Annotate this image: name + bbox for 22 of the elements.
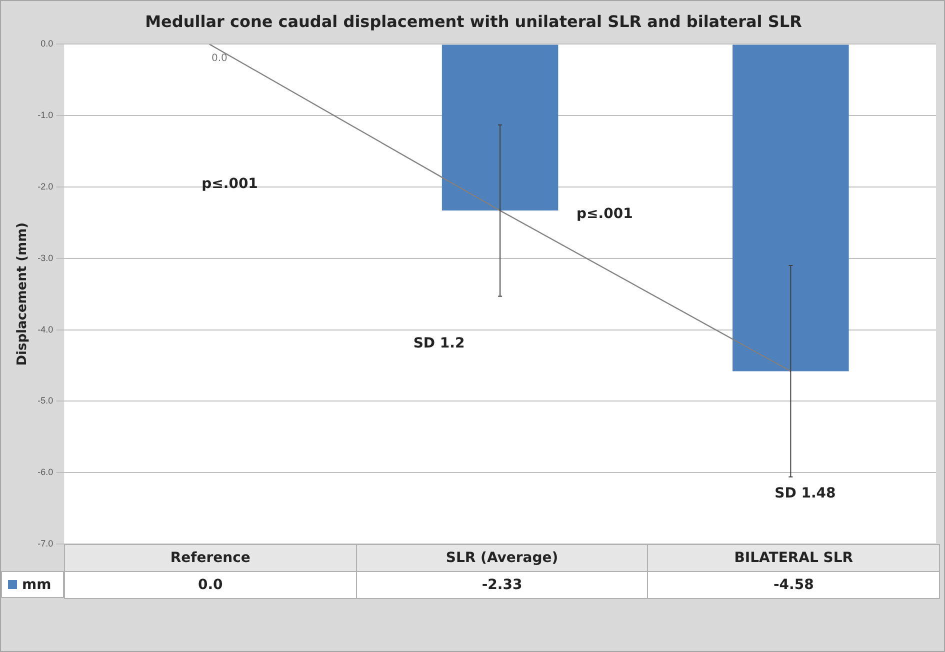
- data-label: -4.58: [648, 572, 940, 598]
- y-tick-label: 0.0: [40, 38, 54, 49]
- y-tick-label: -1.0: [38, 110, 54, 120]
- annotation: p≤.001: [576, 206, 633, 222]
- annotation: SD 1.2: [413, 336, 465, 352]
- x-tick-label: Reference: [64, 544, 356, 572]
- annotation: 0.0: [211, 52, 228, 64]
- annotation: p≤.001: [202, 176, 258, 192]
- legend-label: mm: [22, 576, 52, 592]
- annotation: SD 1.48: [774, 486, 836, 502]
- y-tick-label: -7.0: [38, 538, 54, 548]
- y-tick-label: -3.0: [38, 252, 54, 263]
- y-tick-label: -2.0: [38, 181, 54, 192]
- chart-title: Medullar cone caudal displacement with unilateral SLR and bilateral SLR: [145, 12, 802, 31]
- data-label: -2.33: [356, 572, 648, 598]
- y-tick-label: -5.0: [38, 396, 54, 406]
- x-tick-label: BILATERAL SLR: [648, 544, 940, 572]
- y-tick-label: -4.0: [38, 324, 54, 334]
- y-tick-label: -6.0: [38, 467, 54, 478]
- data-label: 0.0: [64, 572, 356, 598]
- x-tick-label: SLR (Average): [356, 544, 648, 572]
- y-axis-title: Displacement (mm): [15, 222, 30, 366]
